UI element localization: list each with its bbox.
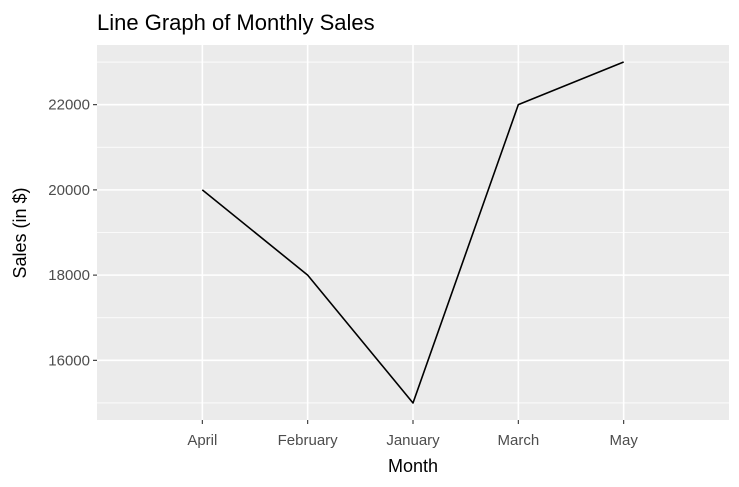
x-tick-label: May [609, 432, 638, 449]
y-axis: 16000 18000 20000 22000 [48, 97, 97, 369]
x-axis-title: Month [388, 456, 438, 476]
x-axis: April February January March May [187, 420, 638, 449]
sales-line [201, 61, 624, 404]
y-tick-label: 20000 [48, 182, 90, 199]
x-tick-label: February [278, 432, 339, 449]
x-tick-label: April [187, 432, 217, 449]
series-group [201, 61, 624, 404]
y-tick-label: 18000 [48, 267, 90, 284]
y-tick-label: 22000 [48, 97, 90, 114]
chart-title: Line Graph of Monthly Sales [97, 10, 375, 35]
x-tick-label: March [497, 432, 539, 449]
x-tick-label: January [386, 432, 440, 449]
y-axis-title: Sales (in $) [10, 187, 30, 278]
y-tick-label: 16000 [48, 352, 90, 369]
